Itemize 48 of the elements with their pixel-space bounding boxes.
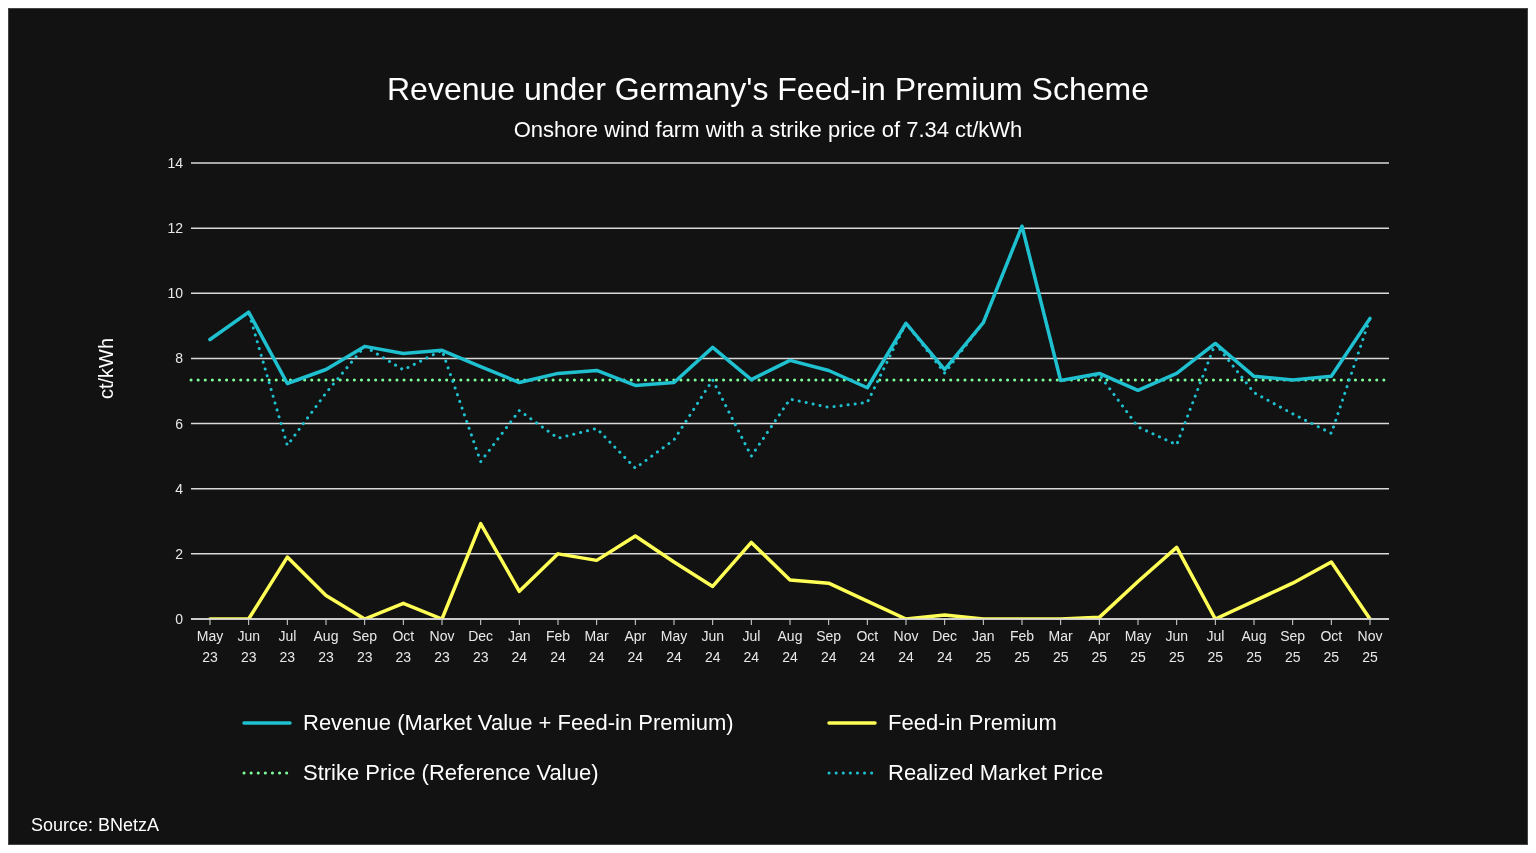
x-tick-label: Nov 23 [429,628,455,665]
x-tick-label: Oct 23 [392,628,415,665]
x-tick-label: Jun 24 [701,628,724,665]
y-tick-label: 4 [175,480,184,497]
x-tick-label: Jan 24 [508,628,531,665]
x-tick-label: Jul 24 [742,628,761,665]
x-tick-label: May 25 [1124,628,1152,665]
x-tick-label: Jun 23 [237,628,260,665]
legend-label: Feed-in Premium [888,710,1057,736]
y-tick-label: 8 [175,350,184,367]
x-tick-label: Nov 25 [1357,628,1383,665]
x-tick-label: Feb 25 [1009,628,1035,665]
line-series [208,521,1372,619]
x-tick-label: Jul 23 [278,628,297,665]
y-axis-title: ct/kWh [95,337,118,399]
legend-label: Revenue (Market Value + Feed-in Premium) [303,710,734,736]
x-tick-label: Apr 24 [624,628,647,665]
x-tick-label: Sep 23 [352,628,378,665]
chart-title: Revenue under Germany's Feed-in Premium Scheme [386,71,1150,108]
x-tick-label: Sep 25 [1280,628,1306,665]
x-tick-label: Jun 25 [1165,628,1188,665]
legend-label: Realized Market Price [888,760,1104,786]
x-tick-label: Oct 24 [856,628,879,665]
source-note: Source: BNetzA [31,815,160,836]
x-tick-label: Mar 25 [1048,628,1074,665]
x-tick-label: May 23 [196,628,224,665]
x-tick-label: Aug 23 [313,628,339,665]
x-tick-label: Feb 24 [545,628,571,665]
x-tick-label: Dec 24 [932,628,958,665]
x-tick-label: Oct 25 [1320,628,1343,665]
x-tick-label: Apr 25 [1088,628,1111,665]
x-tick-label: Mar 24 [584,628,610,665]
x-tick-label: Aug 25 [1241,628,1267,665]
y-tick-label: 12 [167,220,184,237]
x-tick-label: Nov 24 [893,628,919,665]
x-tick-label: Jan 25 [972,628,995,665]
y-tick-label: 0 [175,610,184,627]
x-tick-label: Dec 23 [468,628,494,665]
y-tick-label: 14 [167,154,184,171]
x-tick-label: Sep 24 [816,628,842,665]
x-tick-label: Jul 25 [1206,628,1225,665]
y-tick-label: 2 [175,545,184,562]
x-tick-label: Aug 24 [777,628,803,665]
chart-subtitle: Onshore wind farm with a strike price of 7.34 ct/kWh [512,117,1024,143]
y-tick-label: 10 [167,285,184,302]
y-tick-label: 6 [175,415,184,432]
x-tick-label: May 24 [660,628,688,665]
legend-label: Strike Price (Reference Value) [303,760,599,786]
